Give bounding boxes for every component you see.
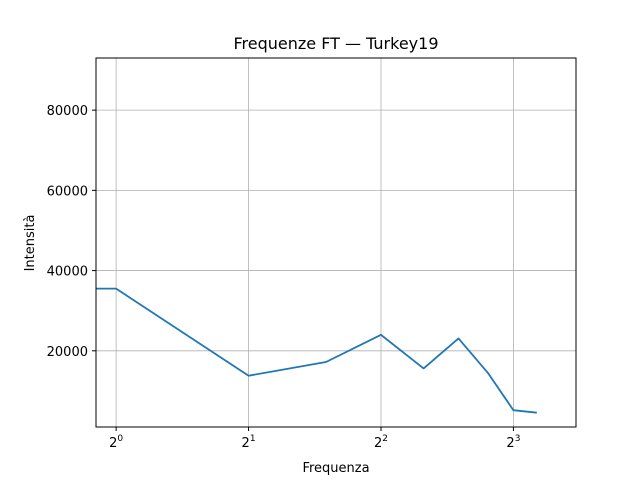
- x-tick-label: 20: [109, 434, 123, 451]
- x-tick-label: 22: [374, 434, 388, 451]
- y-axis-ticks: 20000 40000 60000 80000: [47, 104, 96, 360]
- x-tick-label: 21: [242, 434, 256, 451]
- y-tick-label: 60000: [47, 184, 88, 199]
- y-tick-label: 20000: [47, 345, 88, 360]
- x-tick-label: 23: [506, 434, 520, 451]
- y-tick-label: 40000: [47, 265, 88, 280]
- chart-title: Frequenze FT — Turkey19: [233, 34, 438, 53]
- series-line: [96, 287, 537, 414]
- x-axis-label: Frequenza: [302, 461, 369, 476]
- x-axis-ticks: 20 21 22 23: [109, 427, 520, 451]
- y-axis-label: Intensità: [23, 215, 38, 272]
- y-tick-label: 80000: [47, 104, 88, 119]
- grid: [96, 58, 576, 427]
- plot-area-frame: [95, 57, 577, 428]
